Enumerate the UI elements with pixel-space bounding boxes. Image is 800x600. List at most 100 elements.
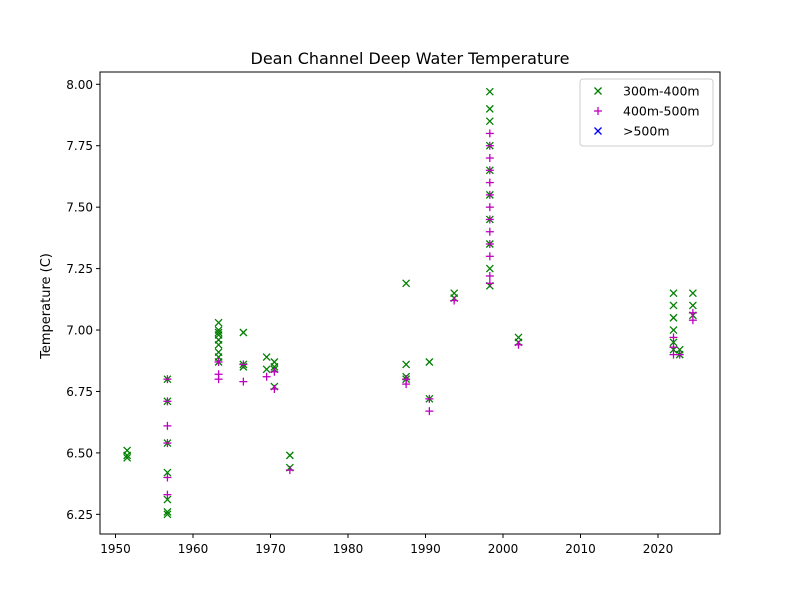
x-tick-label: 1980 <box>333 542 364 556</box>
data-point <box>688 316 697 325</box>
x-tick-label: 2010 <box>565 542 596 556</box>
data-point <box>285 466 294 475</box>
data-point <box>688 308 697 317</box>
data-point <box>669 326 678 334</box>
data-point <box>163 468 172 477</box>
x-axis: 1950 1960 1970 1980 1990 2000 2010 2020 <box>100 534 673 556</box>
data-point <box>163 507 172 516</box>
data-point <box>402 360 411 369</box>
y-tick-label: 7.50 <box>66 201 93 215</box>
data-point <box>514 340 523 349</box>
data-point <box>163 421 172 430</box>
legend-box <box>579 78 714 147</box>
data-point <box>485 104 494 113</box>
series-1 <box>163 129 697 499</box>
x-tick-label: 2000 <box>488 542 519 556</box>
legend-marker-icon <box>594 127 602 135</box>
legend-label: >500m <box>623 124 670 139</box>
legend-label: 400m-500m <box>623 104 700 119</box>
legend-label: 300m-400m <box>623 84 700 99</box>
legend-item: >500m <box>594 124 670 139</box>
x-tick-label: 1960 <box>178 542 209 556</box>
y-tick-label: 7.25 <box>66 262 93 276</box>
y-tick-label: 7.00 <box>66 324 93 338</box>
legend-marker-icon <box>594 107 602 115</box>
data-point <box>214 375 223 384</box>
data-point <box>270 362 279 371</box>
data-point <box>402 380 411 389</box>
legend: 300m-400m 400m-500m >500m <box>579 78 714 147</box>
data-point <box>262 365 271 374</box>
chart-title: Dean Channel Deep Water Temperature <box>251 49 570 68</box>
data-point <box>214 340 223 349</box>
data-point <box>669 333 678 342</box>
y-tick-label: 6.50 <box>66 446 93 460</box>
data-point <box>262 372 271 381</box>
data-point <box>485 141 494 150</box>
data-point <box>485 117 494 126</box>
legend-item: 300m-400m <box>594 84 700 99</box>
axes-frame <box>99 71 721 535</box>
data-point <box>485 166 494 175</box>
data-point <box>485 154 494 163</box>
data-point <box>485 190 494 199</box>
data-point <box>425 394 434 403</box>
data-point <box>669 301 678 310</box>
y-tick-label: 8.00 <box>66 78 93 92</box>
data-point <box>163 495 172 504</box>
data-point <box>163 375 172 384</box>
x-tick-label: 2020 <box>643 542 674 556</box>
data-points <box>123 87 697 519</box>
data-point <box>163 439 172 448</box>
data-point <box>239 360 248 369</box>
data-point <box>485 227 494 236</box>
data-point <box>285 451 294 460</box>
data-point <box>163 473 172 482</box>
legend-item: 400m-500m <box>594 104 700 119</box>
data-point <box>123 451 132 460</box>
data-point <box>669 343 678 352</box>
data-point <box>485 252 494 261</box>
y-tick-label: 6.75 <box>66 385 93 399</box>
data-point <box>669 289 678 298</box>
data-point <box>485 178 494 187</box>
y-tick-label: 7.75 <box>66 139 93 153</box>
data-point <box>163 510 172 519</box>
data-point <box>270 385 279 394</box>
data-point <box>214 328 223 337</box>
data-point <box>262 353 271 362</box>
data-point <box>669 338 678 347</box>
x-tick-label: 1950 <box>100 542 131 556</box>
y-axis-label: Temperature (C) <box>39 253 54 360</box>
data-point <box>163 397 172 406</box>
data-point <box>450 296 459 305</box>
data-point <box>425 358 434 366</box>
data-point <box>239 328 248 337</box>
data-point <box>163 490 172 499</box>
data-point <box>485 240 494 249</box>
data-point <box>485 264 494 273</box>
y-axis: 6.25 6.50 6.75 7.00 7.25 7.50 7.75 8.00 <box>66 78 100 522</box>
data-point <box>485 129 494 138</box>
data-point <box>688 301 697 310</box>
y-tick-label: 6.25 <box>66 508 93 522</box>
data-point <box>688 289 697 298</box>
data-point <box>485 279 494 288</box>
data-point <box>402 279 411 288</box>
data-point <box>270 367 279 376</box>
x-tick-label: 1990 <box>410 542 441 556</box>
data-point <box>214 318 223 327</box>
data-point <box>669 313 678 322</box>
data-point <box>485 87 494 96</box>
legend-marker-icon <box>594 87 602 95</box>
data-point <box>425 407 434 416</box>
plot-area <box>99 71 721 535</box>
data-point <box>485 215 494 224</box>
data-point <box>675 350 684 359</box>
data-point <box>214 357 223 366</box>
data-point <box>239 377 248 386</box>
data-point <box>123 453 132 462</box>
data-point <box>485 271 494 280</box>
data-point <box>485 203 494 212</box>
